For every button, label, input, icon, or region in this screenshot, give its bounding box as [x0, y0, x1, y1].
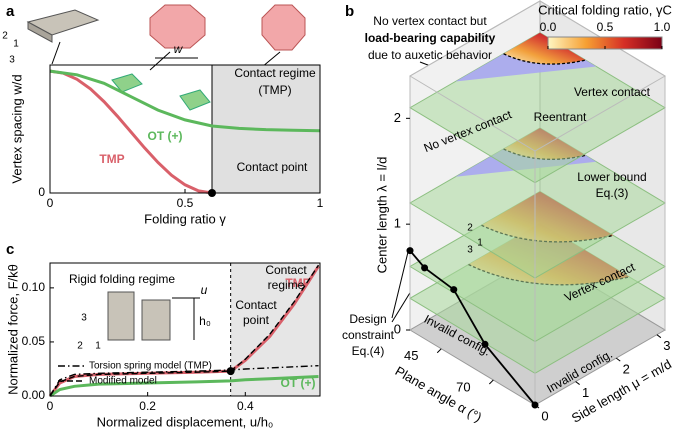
x-tick: [436, 348, 442, 354]
z-tick-label: 2: [394, 110, 401, 125]
critical-boundary: [503, 53, 586, 65]
constraint-point: [421, 264, 429, 272]
z-axis-label: Center length λ = l/d: [374, 157, 389, 274]
series-line: [49, 69, 321, 133]
leader: [51, 41, 61, 65]
panel-label: c: [6, 241, 14, 258]
annotation: Contact regime: [234, 66, 316, 80]
series-line: [49, 375, 319, 398]
sketch: [261, 4, 306, 51]
annotation: u: [201, 283, 208, 297]
annotation: 1: [95, 341, 101, 352]
y-tick: [534, 404, 540, 409]
leader: [391, 251, 409, 319]
x-tick-label: 0.4: [237, 399, 254, 413]
box-top: [409, 0, 666, 152]
annotation: 2: [2, 31, 8, 42]
colorbar-label: Critical folding ratio, γC: [538, 2, 672, 17]
sketch: [141, 299, 171, 341]
annotation: 2: [77, 341, 83, 352]
x-tick-label: 70: [456, 379, 470, 394]
x-axis-label: Plane angle α (°): [393, 363, 485, 425]
x-tick-label: 1: [317, 196, 324, 210]
annotation: h₀: [199, 314, 211, 328]
annotation: Contact point: [237, 160, 308, 174]
series-label: TMP: [99, 152, 124, 166]
series-line: [49, 69, 213, 195]
annotation: w: [174, 42, 184, 56]
z-tick-label: 1: [394, 216, 401, 231]
y-tick-label: 0: [38, 185, 45, 199]
annotation: point: [243, 313, 270, 327]
y-axis-label: Normalized force, F/kθ: [5, 264, 20, 395]
x-axis-label: Folding ratio γ: [144, 211, 226, 226]
y-tick: [575, 381, 580, 385]
sketch: [149, 4, 206, 49]
y-tick-label: 0: [541, 408, 548, 423]
annotation: load-bearing capability: [365, 31, 496, 45]
annotation: 3: [9, 55, 15, 66]
y-tick-label: 1: [582, 385, 589, 400]
annotation: due to auxetic behavior: [368, 48, 492, 62]
leader: [149, 51, 171, 71]
colorbar-tick-label: 0.0: [540, 20, 557, 34]
x-tick: [488, 379, 494, 385]
annotation: Rigid folding regime: [69, 272, 175, 286]
annotation: Contact: [265, 263, 307, 277]
x-tick-label: 45: [404, 348, 418, 363]
annotation: 1: [477, 238, 483, 249]
heat-region: [503, 32, 586, 65]
contact-point: [226, 367, 235, 376]
y-tick-label: 3: [663, 338, 670, 353]
constraint-point: [481, 340, 489, 348]
sketch: [111, 73, 143, 93]
annotation: No vertex contact but: [373, 14, 487, 28]
constraint-point: [406, 247, 414, 255]
annotation: 1: [13, 39, 19, 50]
annotation: Contact: [235, 298, 277, 312]
constraint-point: [450, 286, 458, 294]
z-tick-label: 0: [394, 321, 401, 336]
annotation: constraint: [342, 328, 395, 342]
x-tick-label: 0: [47, 196, 54, 210]
x-axis-label: Normalized displacement, u/h₀: [97, 414, 274, 429]
sketch: [107, 291, 135, 341]
y-axis-label: Vertex spacing w/d: [9, 74, 24, 183]
series-line: [49, 365, 319, 397]
annotation: 3: [81, 313, 87, 324]
annotation: Eq.(3): [596, 186, 629, 200]
y-tick-label: 2: [623, 362, 630, 377]
series-line: [49, 264, 320, 397]
x-tick-label: 0.5: [177, 196, 194, 210]
panel-label: a: [6, 3, 15, 20]
colorbar-tick-label: 0.5: [597, 20, 614, 34]
annotation: 2: [467, 223, 473, 234]
legend-label: Modified model: [89, 376, 157, 387]
annotation: 3: [467, 245, 473, 256]
series-label: OT (+): [281, 376, 316, 390]
y-tick: [656, 334, 662, 339]
annotation: Lower bound: [577, 170, 646, 184]
sketch: [179, 89, 211, 111]
colorbar-tick-label: 1.0: [654, 20, 671, 34]
annotation: Reentrant: [534, 110, 587, 124]
annotation: (TMP): [258, 83, 291, 97]
sketch: [27, 21, 53, 43]
annotation: regime: [268, 278, 305, 292]
y-tick: [615, 357, 621, 362]
plot-frame: [49, 262, 321, 397]
annotation: Vertex contact: [574, 85, 651, 99]
y-tick-label: 0.00: [22, 388, 46, 402]
legend-label: Torsion spring model (TMP): [89, 361, 212, 372]
y-tick-label: 0.05: [22, 334, 46, 348]
x-tick-label: 0: [47, 399, 54, 413]
series-label: OT (+): [148, 129, 183, 143]
y-tick-label: 0.10: [22, 280, 46, 294]
panel-label: b: [345, 3, 354, 20]
x-tick-label: 0.2: [139, 399, 156, 413]
annotation: Design: [349, 312, 386, 326]
annotation: Eq.(4): [352, 344, 385, 358]
